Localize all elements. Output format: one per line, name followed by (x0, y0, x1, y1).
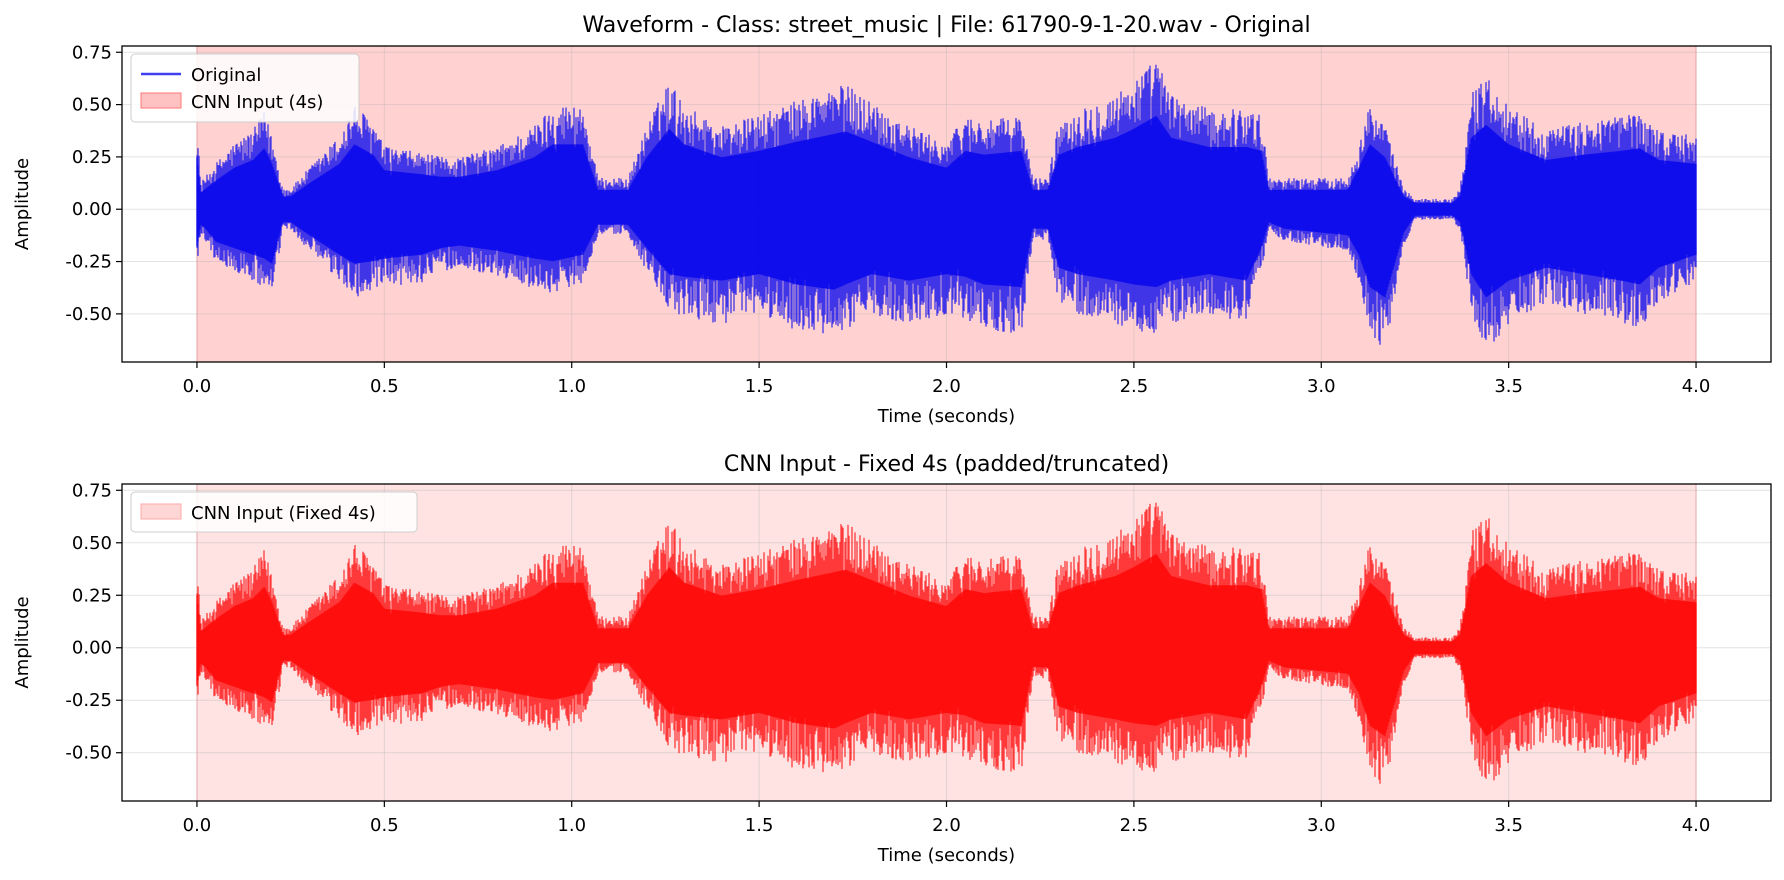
cnn-input-xtick-label: 3.5 (1494, 815, 1523, 836)
cnn-input-legend-box (130, 491, 418, 533)
original-waveform-core (196, 116, 1697, 298)
original-ylabel: Amplitude (12, 158, 33, 250)
original-xtick-label: 4.0 (1682, 376, 1711, 397)
original-xlabel: Time (seconds) (877, 406, 1015, 427)
original-xtick-label: 3.0 (1307, 376, 1336, 397)
original-xtick-label: 2.0 (932, 376, 961, 397)
original-legend: Original CNN Input (4s) (130, 53, 360, 123)
cnn-input-ytick-label: 0.75 (72, 480, 112, 501)
original-ytick-label: 0.75 (72, 42, 112, 63)
cnn-input-ytick-label: -0.50 (65, 743, 112, 764)
cnn-input-ytick-label: 0.50 (72, 533, 112, 554)
original-xtick-label: 3.5 (1494, 376, 1523, 397)
original-title: Waveform - Class: street_music | File: 6… (582, 13, 1310, 38)
cnn-input-ytick-label: 0.00 (72, 638, 112, 659)
original-legend-entry-original: Original (191, 65, 261, 86)
cnn-input-xlabel: Time (seconds) (877, 845, 1015, 866)
original-xtick-label: 1.0 (557, 376, 586, 397)
original-legend-entry-cnn-input: CNN Input (4s) (191, 92, 323, 113)
cnn-input-xtick-label: 0.0 (183, 815, 212, 836)
cnn-input-ytick-label: -0.25 (65, 690, 112, 711)
original-ytick-label: 0.50 (72, 95, 112, 116)
original-legend-box (130, 53, 360, 123)
cnn-input-waveform-core (196, 554, 1697, 737)
cnn-input-legend: CNN Input (Fixed 4s) (130, 491, 418, 533)
cnn-input-panel: 0.0 0.5 1.0 1.5 2.0 2.5 3.0 3.5 4.0 -0.50 -0.25 0.0… (12, 452, 1772, 866)
cnn-input-xtick-label: 0.5 (370, 815, 399, 836)
cnn-input-legend-entry-cnn-input: CNN Input (Fixed 4s) (191, 503, 376, 524)
cnn-input-xtick-label: 4.0 (1682, 815, 1711, 836)
cnn-input-title: CNN Input - Fixed 4s (padded/truncated) (724, 452, 1169, 477)
original-ytick-label: -0.50 (65, 304, 112, 325)
cnn-input-ylabel: Amplitude (12, 596, 33, 688)
original-ytick-label: 0.00 (72, 199, 112, 220)
cnn-input-xtick-label: 1.5 (745, 815, 774, 836)
original-ytick-label: -0.25 (65, 252, 112, 273)
original-legend-patch-swatch (140, 92, 182, 109)
original-xtick-label: 2.5 (1120, 376, 1149, 397)
original-xtick-label: 0.0 (183, 376, 212, 397)
cnn-input-xtick-label: 3.0 (1307, 815, 1336, 836)
cnn-input-xtick-label: 2.5 (1120, 815, 1149, 836)
cnn-input-xtick-label: 1.0 (557, 815, 586, 836)
original-ytick-label: 0.25 (72, 147, 112, 168)
cnn-input-xtick-label: 2.0 (932, 815, 961, 836)
cnn-input-ytick-label: 0.25 (72, 585, 112, 606)
waveform-original-panel: 0.0 0.5 1.0 1.5 2.0 2.5 3.0 3.5 4.0 -0.50 -0.25 0.0… (12, 13, 1772, 427)
original-xtick-label: 0.5 (370, 376, 399, 397)
original-xtick-label: 1.5 (745, 376, 774, 397)
cnn-input-legend-patch-swatch (140, 503, 182, 520)
